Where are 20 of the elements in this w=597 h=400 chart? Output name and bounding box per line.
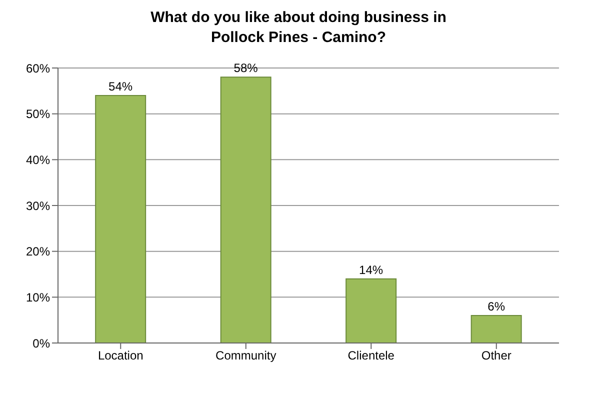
data-label: 14% [359, 262, 384, 277]
y-tick-label: 0% [32, 336, 50, 350]
data-label: 58% [234, 61, 258, 76]
bar [346, 278, 397, 343]
y-tick-label: 30% [26, 198, 50, 213]
x-tick-label: Other [481, 348, 512, 363]
y-tick-label: 50% [26, 107, 50, 122]
bar [470, 315, 522, 343]
y-tick-label: 20% [26, 244, 50, 259]
y-tick-label: 10% [26, 290, 50, 304]
data-label: 6% [488, 300, 506, 314]
chart-title: What do you like about doing business in Pollock Pines - Camino? [150, 8, 448, 48]
x-tick-label: Clientele [348, 348, 395, 363]
x-tick-label: Community [216, 348, 276, 363]
data-label: 54% [108, 80, 133, 94]
bar [95, 95, 146, 343]
y-tick-label: 60% [26, 61, 50, 76]
y-tick-label: 40% [26, 152, 50, 167]
bar [220, 76, 272, 343]
x-tick-label: Location [98, 348, 144, 363]
